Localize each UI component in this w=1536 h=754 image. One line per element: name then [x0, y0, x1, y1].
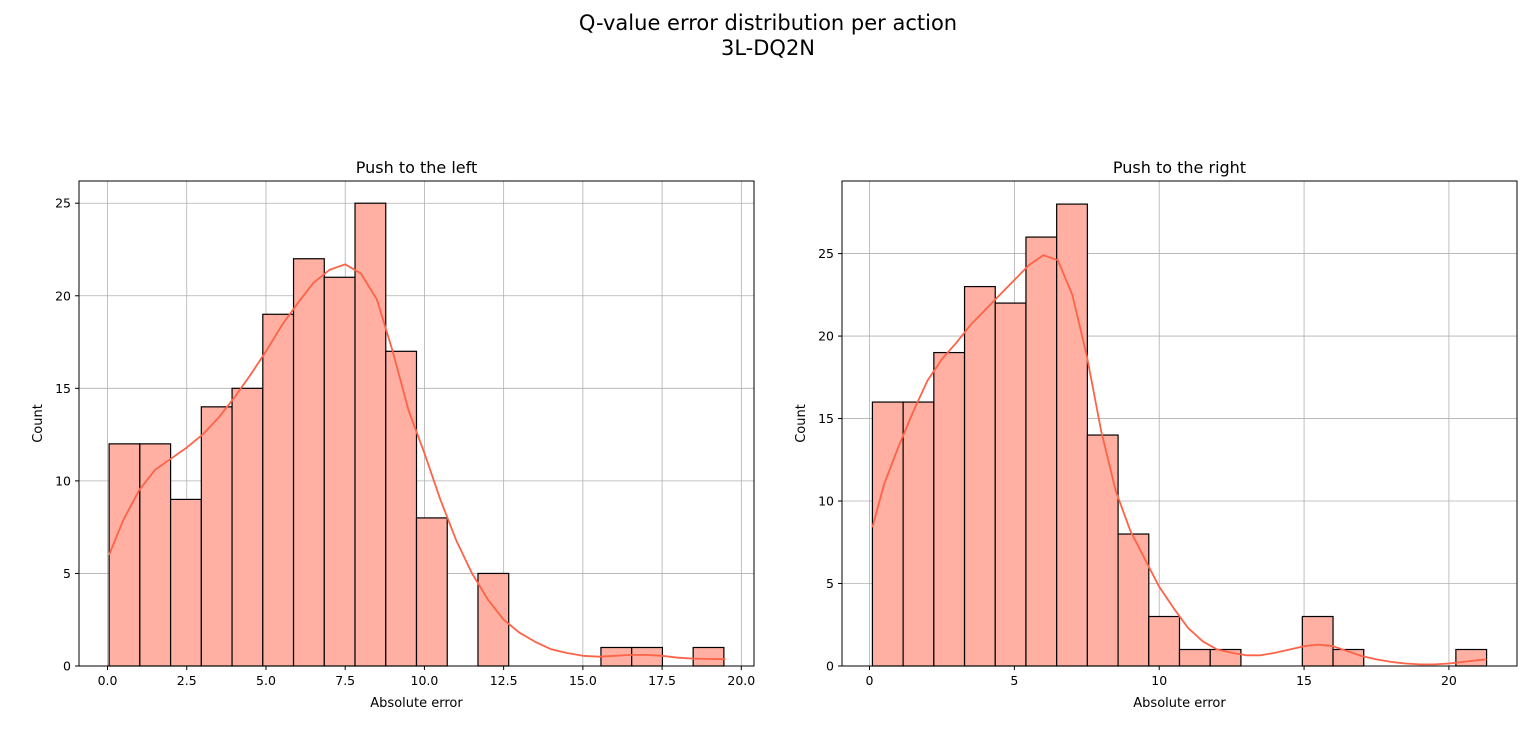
x-tick-label: 0	[866, 673, 874, 688]
subplot-1: 0.0 2.5 5.0 7.5 10.0 12.5 15.0 17.5 20.0 0 5 10 15 20…	[31, 158, 755, 711]
histogram-bar	[933, 351, 966, 667]
y-tick-label: 10	[818, 494, 834, 509]
histogram-bar	[1086, 434, 1119, 667]
histogram-bar	[169, 498, 202, 667]
histogram-bar	[871, 401, 904, 667]
kde-curve	[108, 263, 726, 661]
kde-curve	[871, 254, 1487, 666]
histogram-bar	[262, 313, 295, 667]
x-axis-label: Absolute error	[370, 696, 463, 711]
x-tick-label: 5	[1010, 673, 1018, 688]
subplot-2: 0 5 10 15 20 0 5 10 15 20 25 Absolute error Count Pus…	[794, 158, 1518, 711]
x-tick-label: 20.0	[727, 673, 755, 688]
histogram-bar	[1455, 648, 1488, 667]
y-tick-label: 5	[826, 576, 834, 591]
axes-frame	[841, 180, 1518, 667]
x-tick-label: 2.5	[177, 673, 197, 688]
y-tick-label: 5	[63, 566, 71, 581]
x-tick-label: 12.5	[490, 673, 518, 688]
subplot-title: Push to the right	[1113, 158, 1246, 177]
y-tick-label: 15	[818, 411, 834, 426]
histogram-bar	[1056, 203, 1088, 667]
y-tick-label: 20	[55, 288, 71, 303]
y-tick-label: 0	[826, 659, 834, 674]
histogram-bar	[139, 443, 172, 667]
x-tick-label: 7.5	[335, 673, 355, 688]
histogram-bar	[323, 276, 356, 667]
histogram-bar	[231, 387, 264, 667]
subplot-title: Push to the left	[356, 158, 477, 177]
x-tick-label: 17.5	[648, 673, 676, 688]
y-tick-label: 25	[818, 246, 834, 261]
y-axis-label: Count	[794, 404, 809, 443]
histogram-bar	[200, 406, 233, 667]
histogram-bar	[631, 646, 664, 667]
axes-frame	[78, 180, 755, 667]
y-tick-label: 0	[63, 659, 71, 674]
x-tick-label: 15.0	[569, 673, 597, 688]
x-axis-label: Absolute error	[1133, 696, 1226, 711]
x-tick-label: 5.0	[256, 673, 276, 688]
y-tick-label: 15	[55, 381, 71, 396]
y-tick-label: 10	[55, 473, 71, 488]
y-tick-label: 25	[55, 196, 71, 211]
histogram-bar	[1025, 236, 1058, 667]
histogram-bar	[108, 443, 141, 667]
histogram-bar	[292, 258, 325, 667]
histogram-bar	[963, 285, 996, 667]
x-tick-label: 15	[1296, 673, 1312, 688]
histogram-bar	[692, 646, 725, 667]
histogram-bar	[1148, 615, 1181, 667]
histogram-bar	[1178, 648, 1211, 667]
y-axis-label: Count	[31, 404, 46, 443]
histogram-bar	[902, 401, 935, 667]
histogram-bar	[415, 517, 448, 667]
histogram-bar	[1301, 615, 1334, 667]
histogram-bar	[477, 572, 510, 667]
figure-title-line-2: 3L-DQ2N	[720, 36, 816, 60]
x-tick-label: 10	[1151, 673, 1167, 688]
figure-title-line-1: Q-value error distribution per action	[578, 11, 958, 35]
histogram-bar	[1117, 533, 1150, 667]
x-tick-label: 20	[1441, 673, 1457, 688]
y-tick-label: 20	[818, 329, 834, 344]
x-tick-label: 0.0	[98, 673, 118, 688]
x-tick-label: 10.0	[411, 673, 439, 688]
histogram-bar	[385, 350, 418, 667]
histogram-bar	[994, 302, 1027, 667]
